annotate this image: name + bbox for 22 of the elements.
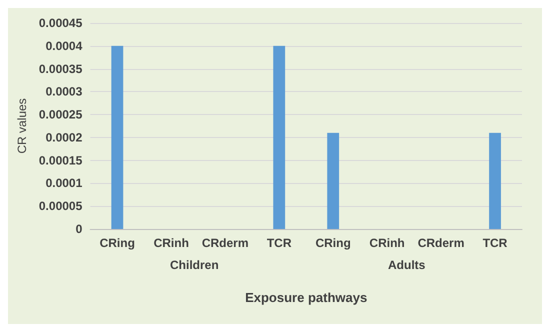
y-tick-label: 0.00025 bbox=[38, 108, 83, 122]
x-tick-label: TCR bbox=[266, 236, 292, 250]
y-tick-label: 0.0002 bbox=[46, 130, 83, 144]
text: Adults bbox=[388, 258, 426, 272]
x-tick-label: CRing bbox=[100, 236, 135, 250]
x-tick-label: CRinh bbox=[369, 236, 405, 250]
y-tick-label: 0.0004 bbox=[46, 38, 83, 53]
y-tick-label: 0 bbox=[76, 222, 83, 236]
text: Children bbox=[170, 258, 219, 272]
x-tick-label: CRinh bbox=[154, 236, 189, 250]
y-tick-label: 0.00035 bbox=[38, 62, 83, 76]
y-tick-label: 0.00005 bbox=[38, 199, 83, 214]
x-tick-label: CRderm bbox=[418, 236, 464, 250]
y-tick-label: 0.0001 bbox=[46, 176, 83, 190]
y-tick-label: 0.00045 bbox=[38, 16, 83, 30]
x-axis-title: Exposure pathways bbox=[245, 290, 368, 305]
x-tick-label: CRing bbox=[315, 236, 351, 250]
y-tick-label: 0.0003 bbox=[46, 84, 83, 99]
y-axis-title: CR values bbox=[15, 98, 29, 154]
x-tick-label: CRderm bbox=[202, 236, 249, 250]
x-tick-label: TCR bbox=[482, 236, 508, 250]
y-tick-label: 0.00015 bbox=[38, 153, 83, 168]
